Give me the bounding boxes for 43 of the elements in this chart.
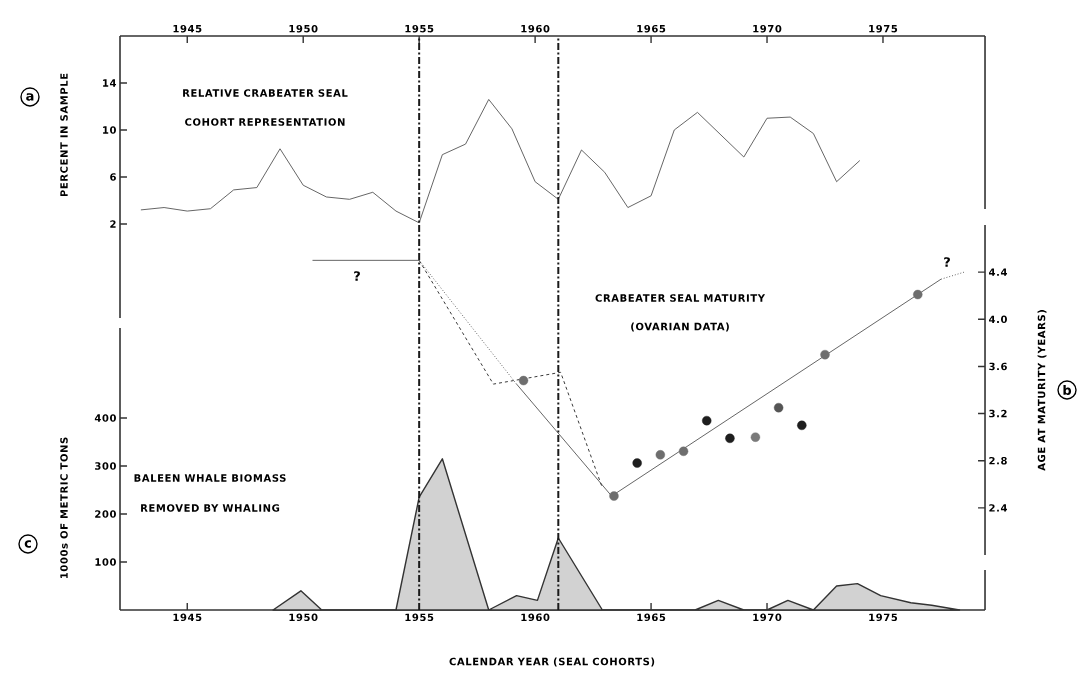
- x-tick-label: 1955: [405, 613, 434, 622]
- x-tick-label: 1955: [405, 24, 434, 33]
- text: b: [1063, 384, 1072, 396]
- y2-tick-label: 2.4: [989, 504, 1008, 512]
- annotation: REMOVED BY WHALING: [141, 504, 280, 512]
- x-tick-label: 1950: [289, 24, 318, 33]
- annotation: COHORT REPRESENTATION: [185, 118, 345, 126]
- y2-tick-label: 4.0: [989, 315, 1007, 324]
- x-tick-label: 1945: [173, 613, 202, 622]
- y-tick-label: 100: [95, 558, 116, 566]
- y-tick-label: 400: [94, 414, 116, 422]
- y-tick-label: 300: [95, 462, 116, 470]
- x-tick-label: 1945: [173, 24, 202, 33]
- x-tick-label: 1965: [637, 24, 666, 33]
- text: c: [24, 540, 31, 548]
- y-axis-title: 1000s OF METRIC TONS: [60, 437, 68, 579]
- y2-axis-title: AGE AT MATURITY (YEARS): [1037, 310, 1047, 471]
- annotation: BALEEN WHALE BIOMASS: [134, 474, 286, 482]
- y-axis-title: PERCENT IN SAMPLE: [60, 73, 68, 197]
- y2-tick-label: 2.8: [989, 456, 1007, 465]
- x-tick-label: 1970: [753, 24, 782, 33]
- x-tick-label: 1975: [869, 613, 898, 622]
- annotation: CRABEATER SEAL MATURITY: [595, 294, 766, 302]
- x-tick-label: 1975: [869, 24, 898, 33]
- x-tick-label: 1970: [753, 613, 782, 622]
- y2-tick-label: 3.2: [989, 409, 1007, 418]
- annotation: ?: [354, 271, 360, 281]
- y2-tick-label: 4.4: [989, 268, 1008, 276]
- annotation: RELATIVE CRABEATER SEAL: [183, 89, 348, 97]
- x-tick-label: 1965: [637, 613, 666, 622]
- x-axis-title: CALENDAR YEAR (SEAL COHORTS): [449, 657, 655, 667]
- y2-tick-label: 3.6: [989, 362, 1007, 371]
- text: a: [26, 93, 34, 101]
- annotation: ?: [944, 257, 950, 267]
- y-tick-label: 2: [110, 220, 116, 228]
- y-tick-label: 10: [103, 126, 116, 134]
- annotation: (OVARIAN DATA): [631, 322, 729, 332]
- y-tick-label: 14: [103, 79, 117, 87]
- x-tick-label: 1950: [289, 613, 318, 622]
- y-tick-label: 6: [110, 173, 116, 181]
- x-tick-label: 1960: [521, 24, 550, 33]
- x-tick-label: 1960: [521, 613, 550, 622]
- y-tick-label: 200: [95, 510, 116, 518]
